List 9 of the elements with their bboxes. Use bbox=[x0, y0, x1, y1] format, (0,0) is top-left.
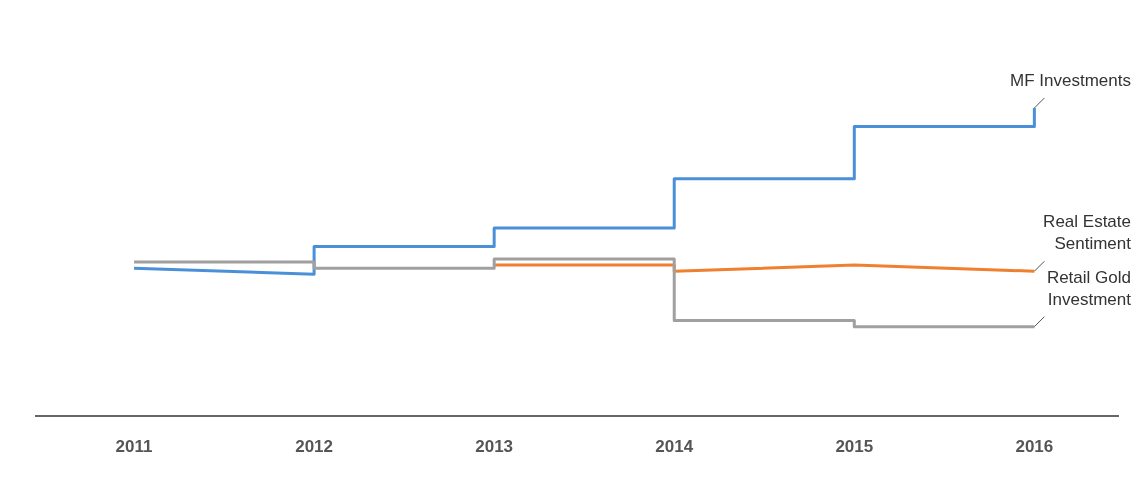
x-tick-label: 2014 bbox=[655, 437, 694, 457]
series-label: MF Investments bbox=[1010, 71, 1131, 90]
x-tick-label: 2013 bbox=[475, 437, 514, 457]
x-tick-label: 2015 bbox=[835, 437, 874, 457]
series-label: Real Estate Sentiment bbox=[1043, 212, 1132, 254]
series-label: Retail Gold Investment bbox=[1046, 267, 1132, 309]
x-tick-label: 2016 bbox=[1015, 437, 1054, 457]
x-tick-label: 2011 bbox=[115, 437, 153, 457]
x-tick-label: 2012 bbox=[295, 437, 334, 457]
